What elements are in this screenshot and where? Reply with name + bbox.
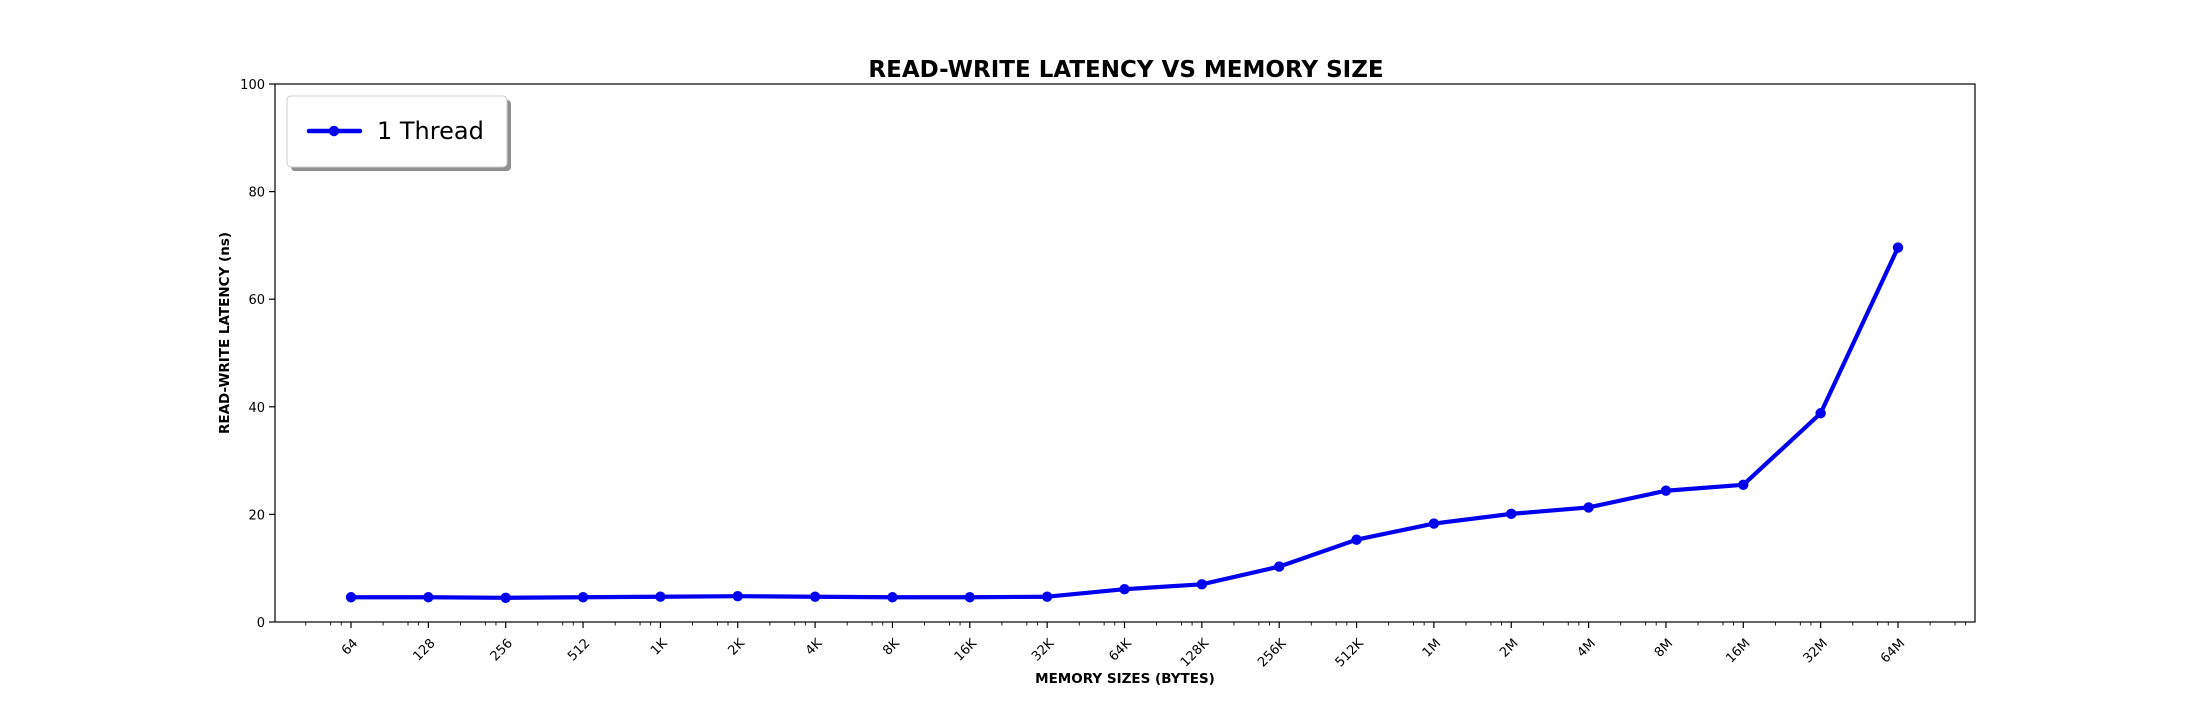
data-point: [500, 592, 511, 603]
legend: 1 Thread: [286, 95, 511, 171]
data-point: [964, 592, 975, 603]
data-point: [1119, 583, 1130, 595]
x-tick-label: 1K: [648, 636, 671, 659]
data-point: [1196, 579, 1208, 590]
y-tick-label: 80: [248, 186, 265, 201]
y-tick-label: 60: [248, 293, 265, 308]
y-tick-label: 40: [248, 401, 265, 416]
data-point: [1738, 479, 1749, 491]
x-tick-label: 8M: [1652, 636, 1676, 660]
data-point: [809, 591, 821, 602]
x-tick-label: 128K: [1178, 636, 1213, 671]
data-point: [1583, 502, 1594, 513]
y-axis-label: READ-WRITE LATENCY (ns): [217, 232, 233, 434]
x-tick-label: 4K: [803, 636, 826, 659]
x-tick-label: 1M: [1420, 636, 1444, 660]
data-point: [1892, 242, 1904, 253]
x-tick-label: 128: [410, 636, 438, 664]
legend-marker-swatch: [328, 125, 340, 137]
data-point: [1351, 534, 1362, 545]
data-point: [1660, 485, 1672, 496]
x-tick-label: 2M: [1497, 636, 1521, 660]
x-axis: 64 128 256 512 1K 2K 4K 8K 16K 32K 64K 128K 256K 512K…: [305, 622, 1967, 671]
legend-box: [286, 95, 508, 168]
x-tick-label: 16K: [952, 636, 981, 665]
x-tick-label: 4M: [1574, 636, 1598, 660]
data-point: [1041, 591, 1053, 602]
x-tick-label: 256K: [1255, 636, 1290, 671]
data-point: [577, 592, 589, 603]
data-point: [1815, 408, 1826, 419]
legend-label: 1 Thread: [377, 117, 484, 145]
data-point: [345, 592, 357, 603]
data-point: [655, 591, 666, 602]
x-tick-label: 512: [565, 636, 593, 664]
series-layer: [345, 242, 1904, 603]
y-tick-label: 20: [248, 508, 265, 523]
y-tick-label: 100: [240, 78, 265, 93]
data-point: [423, 592, 434, 603]
chart-title: READ-WRITE LATENCY VS MEMORY SIZE: [868, 57, 1383, 83]
x-axis-label: MEMORY SIZES (BYTES): [1035, 671, 1215, 687]
x-tick-label: 2K: [726, 636, 749, 659]
data-point: [1274, 561, 1285, 572]
x-tick-label: 32K: [1029, 636, 1058, 665]
series-line: [348, 245, 1901, 600]
x-tick-label: 512K: [1333, 636, 1368, 671]
x-tick-label: 64K: [1106, 636, 1135, 665]
data-point: [1506, 508, 1517, 520]
data-point: [887, 592, 898, 603]
y-axis: 0 20 40 60 80 100: [240, 78, 275, 631]
x-tick-label: 64: [339, 636, 361, 658]
x-tick-label: 64M: [1878, 636, 1908, 666]
data-point: [1428, 518, 1440, 529]
plot-area-frame: [274, 83, 1976, 623]
x-tick-label: 8K: [880, 636, 903, 659]
x-tick-label: 32M: [1801, 636, 1831, 666]
x-tick-label: 256: [488, 636, 516, 664]
y-tick-label: 0: [257, 616, 265, 631]
x-tick-label: 16M: [1723, 636, 1753, 666]
data-point: [732, 590, 743, 602]
